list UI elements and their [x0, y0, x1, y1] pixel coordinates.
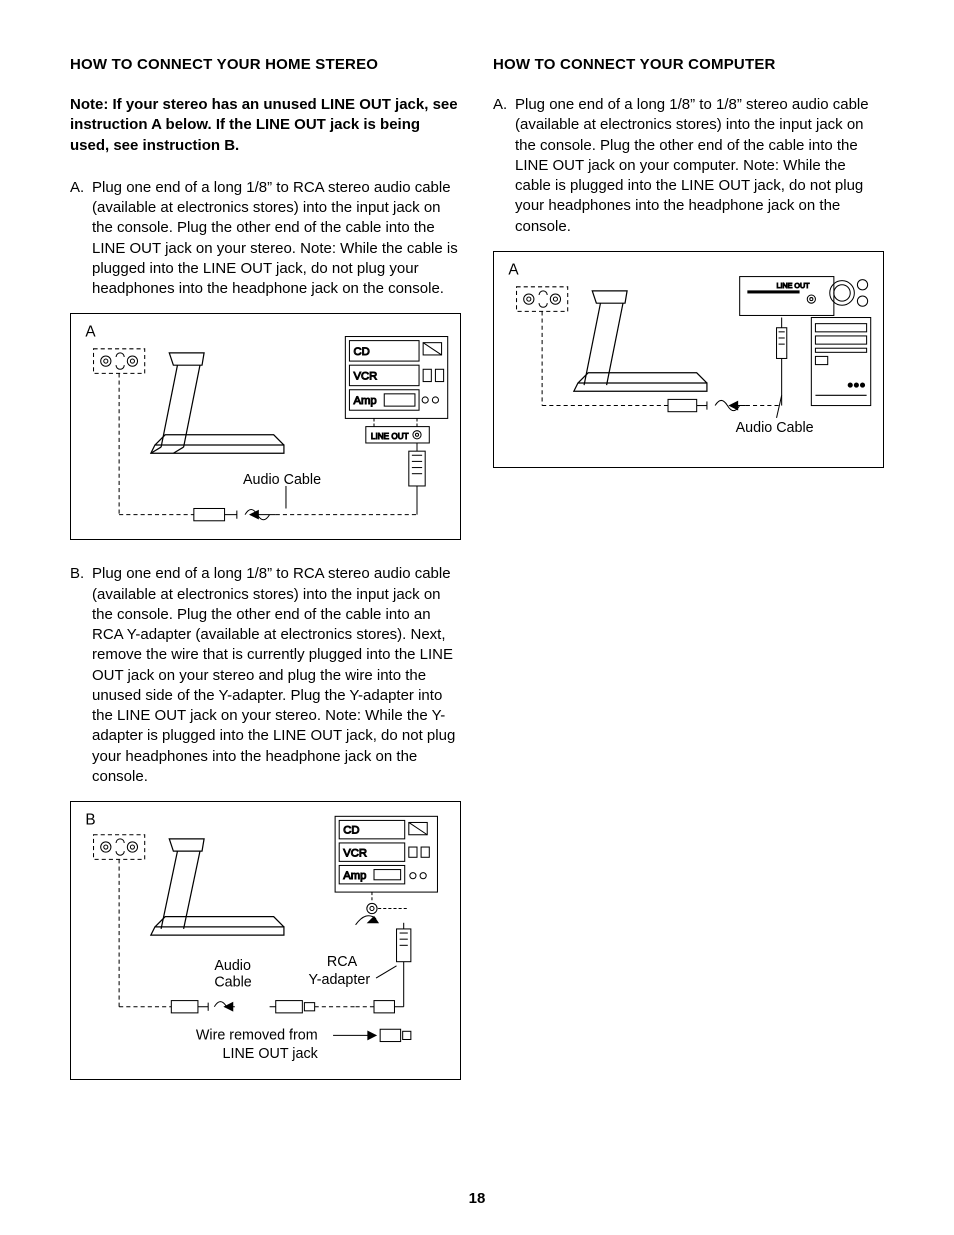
- right-figure-a-svg: A: [494, 252, 883, 467]
- list-body: Plug one end of a long 1/8” to 1/8” ster…: [515, 95, 884, 237]
- cd-label: CD: [343, 825, 359, 837]
- console-panel-icon: [94, 349, 145, 374]
- cd-label: CD: [354, 346, 370, 358]
- right-column: HOW TO CONNECT YOUR COMPUTER A. Plug one…: [493, 56, 884, 1104]
- left-note: Note: If your stereo has an unused LINE …: [70, 95, 461, 156]
- removed-wire-icon: [333, 1029, 411, 1041]
- amp-label: Amp: [354, 395, 377, 407]
- audio-cable-label: Audio Cable: [243, 472, 321, 488]
- lineout-label: LINE OUT: [371, 432, 409, 441]
- audio-cable-label: Audio Cable: [736, 420, 814, 436]
- list-marker: B.: [70, 564, 92, 787]
- right-item-a: A. Plug one end of a long 1/8” to 1/8” s…: [493, 95, 884, 237]
- columns: HOW TO CONNECT YOUR HOME STEREO Note: If…: [70, 56, 884, 1104]
- right-heading: HOW TO CONNECT YOUR COMPUTER: [493, 56, 884, 73]
- vcr-label: VCR: [354, 371, 378, 383]
- fig-letter: A: [85, 324, 96, 341]
- lineout-label: LINE OUT: [777, 282, 811, 290]
- list-body: Plug one end of a long 1/8” to RCA stere…: [92, 178, 461, 300]
- console-panel-icon: [94, 835, 145, 860]
- lineout-jack-label: LINE OUT jack: [223, 1046, 319, 1062]
- left-item-b: B. Plug one end of a long 1/8” to RCA st…: [70, 564, 461, 787]
- list-body: Plug one end of a long 1/8” to RCA stere…: [92, 564, 461, 787]
- y-adapter-plug-icon: [397, 923, 411, 1007]
- audio-cable-label: Audio: [214, 958, 251, 974]
- cable-path-icon: [542, 311, 782, 411]
- left-figure-a: A: [70, 313, 461, 540]
- list-marker: A.: [70, 178, 92, 300]
- lineout-box-icon: LINE OUT: [366, 419, 429, 444]
- treadmill-icon: [151, 353, 284, 453]
- vcr-label: VCR: [343, 847, 367, 859]
- wire-removed-label: Wire removed from: [196, 1028, 318, 1044]
- fig-letter: B: [85, 812, 95, 829]
- computer-icon: LINE OUT: [740, 276, 871, 405]
- stereo-stack-icon: CD VCR Amp: [335, 817, 437, 893]
- page-number: 18: [0, 1190, 954, 1207]
- audio-cable-label2: Cable: [214, 974, 251, 990]
- left-item-a: A. Plug one end of a long 1/8” to RCA st…: [70, 178, 461, 300]
- left-figure-b: B: [70, 801, 461, 1079]
- lineout-detail-icon: [356, 892, 409, 925]
- amp-label: Amp: [343, 870, 366, 882]
- plug-icon: [777, 317, 787, 405]
- list-marker: A.: [493, 95, 515, 237]
- fig-letter: A: [508, 261, 519, 278]
- cable-path-icon: [119, 860, 404, 1014]
- rca-label: RCA: [327, 954, 358, 970]
- rca-plug-icon: [409, 443, 425, 515]
- right-figure-a: A: [493, 251, 884, 468]
- left-figure-a-svg: A: [71, 314, 460, 539]
- console-panel-icon: [517, 287, 568, 312]
- yadapter-label: Y-adapter: [308, 972, 370, 988]
- left-heading: HOW TO CONNECT YOUR HOME STEREO: [70, 56, 461, 73]
- left-column: HOW TO CONNECT YOUR HOME STEREO Note: If…: [70, 56, 461, 1104]
- treadmill-icon: [574, 291, 707, 391]
- treadmill-icon: [151, 839, 284, 935]
- left-figure-b-svg: B: [71, 802, 460, 1078]
- stereo-stack-icon: CD VCR Amp: [345, 337, 447, 419]
- page: HOW TO CONNECT YOUR HOME STEREO Note: If…: [0, 0, 954, 1235]
